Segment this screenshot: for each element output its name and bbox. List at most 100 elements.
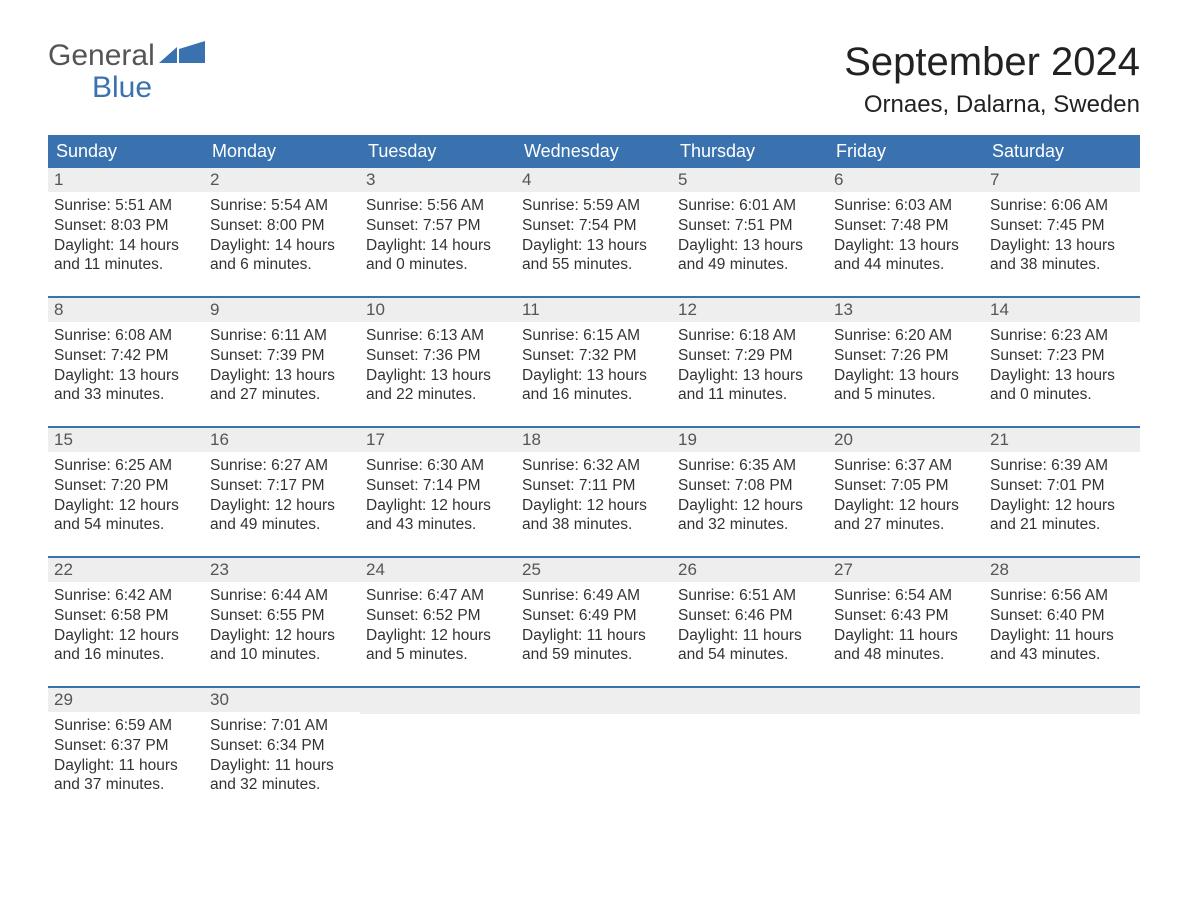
sunset-line: Sunset: 7:20 PM bbox=[54, 476, 198, 496]
daylight-line: Daylight: 12 hours and 43 minutes. bbox=[366, 496, 510, 536]
sunset-line: Sunset: 7:29 PM bbox=[678, 346, 822, 366]
calendar-day-cell: 3Sunrise: 5:56 AMSunset: 7:57 PMDaylight… bbox=[360, 168, 516, 297]
day-content: Sunrise: 5:51 AMSunset: 8:03 PMDaylight:… bbox=[48, 192, 204, 283]
calendar-day-cell: 27Sunrise: 6:54 AMSunset: 6:43 PMDayligh… bbox=[828, 557, 984, 687]
day-content: Sunrise: 6:59 AMSunset: 6:37 PMDaylight:… bbox=[48, 712, 204, 803]
calendar-day-cell bbox=[984, 687, 1140, 816]
day-number: 16 bbox=[204, 428, 360, 452]
calendar-day-cell: 20Sunrise: 6:37 AMSunset: 7:05 PMDayligh… bbox=[828, 427, 984, 557]
calendar-day-cell bbox=[516, 687, 672, 816]
calendar-week-row: 29Sunrise: 6:59 AMSunset: 6:37 PMDayligh… bbox=[48, 687, 1140, 816]
daylight-line: Daylight: 13 hours and 55 minutes. bbox=[522, 236, 666, 276]
daylight-line: Daylight: 13 hours and 22 minutes. bbox=[366, 366, 510, 406]
calendar-body: 1Sunrise: 5:51 AMSunset: 8:03 PMDaylight… bbox=[48, 168, 1140, 816]
sunrise-line: Sunrise: 6:27 AM bbox=[210, 456, 354, 476]
day-content: Sunrise: 6:11 AMSunset: 7:39 PMDaylight:… bbox=[204, 322, 360, 413]
sunrise-line: Sunrise: 6:39 AM bbox=[990, 456, 1134, 476]
sunrise-line: Sunrise: 6:51 AM bbox=[678, 586, 822, 606]
calendar-day-cell: 28Sunrise: 6:56 AMSunset: 6:40 PMDayligh… bbox=[984, 557, 1140, 687]
daylight-line: Daylight: 12 hours and 21 minutes. bbox=[990, 496, 1134, 536]
daylight-line: Daylight: 12 hours and 32 minutes. bbox=[678, 496, 822, 536]
sunset-line: Sunset: 7:17 PM bbox=[210, 476, 354, 496]
sunset-line: Sunset: 6:40 PM bbox=[990, 606, 1134, 626]
weekday-header: Saturday bbox=[984, 135, 1140, 168]
day-content: Sunrise: 5:54 AMSunset: 8:00 PMDaylight:… bbox=[204, 192, 360, 283]
day-number: 4 bbox=[516, 168, 672, 192]
calendar-day-cell: 19Sunrise: 6:35 AMSunset: 7:08 PMDayligh… bbox=[672, 427, 828, 557]
day-number: 7 bbox=[984, 168, 1140, 192]
sunrise-line: Sunrise: 6:54 AM bbox=[834, 586, 978, 606]
day-content bbox=[984, 714, 1140, 786]
sunset-line: Sunset: 7:57 PM bbox=[366, 216, 510, 236]
day-content bbox=[516, 714, 672, 786]
sunrise-line: Sunrise: 6:03 AM bbox=[834, 196, 978, 216]
day-content: Sunrise: 6:08 AMSunset: 7:42 PMDaylight:… bbox=[48, 322, 204, 413]
sunrise-line: Sunrise: 6:11 AM bbox=[210, 326, 354, 346]
sunrise-line: Sunrise: 6:25 AM bbox=[54, 456, 198, 476]
day-number bbox=[828, 688, 984, 714]
calendar-week-row: 22Sunrise: 6:42 AMSunset: 6:58 PMDayligh… bbox=[48, 557, 1140, 687]
day-content: Sunrise: 6:20 AMSunset: 7:26 PMDaylight:… bbox=[828, 322, 984, 413]
calendar-day-cell: 16Sunrise: 6:27 AMSunset: 7:17 PMDayligh… bbox=[204, 427, 360, 557]
sunrise-line: Sunrise: 5:51 AM bbox=[54, 196, 198, 216]
sunrise-line: Sunrise: 5:54 AM bbox=[210, 196, 354, 216]
daylight-line: Daylight: 12 hours and 16 minutes. bbox=[54, 626, 198, 666]
day-number: 14 bbox=[984, 298, 1140, 322]
day-number: 26 bbox=[672, 558, 828, 582]
day-number: 13 bbox=[828, 298, 984, 322]
day-content: Sunrise: 5:56 AMSunset: 7:57 PMDaylight:… bbox=[360, 192, 516, 283]
daylight-line: Daylight: 12 hours and 38 minutes. bbox=[522, 496, 666, 536]
weekday-header: Sunday bbox=[48, 135, 204, 168]
sunrise-line: Sunrise: 6:56 AM bbox=[990, 586, 1134, 606]
sunset-line: Sunset: 7:51 PM bbox=[678, 216, 822, 236]
page-title: September 2024 bbox=[844, 40, 1140, 85]
sunrise-line: Sunrise: 6:49 AM bbox=[522, 586, 666, 606]
sunset-line: Sunset: 6:34 PM bbox=[210, 736, 354, 756]
sunset-line: Sunset: 7:05 PM bbox=[834, 476, 978, 496]
sunrise-line: Sunrise: 6:47 AM bbox=[366, 586, 510, 606]
sunrise-line: Sunrise: 5:59 AM bbox=[522, 196, 666, 216]
daylight-line: Daylight: 11 hours and 54 minutes. bbox=[678, 626, 822, 666]
calendar-table: SundayMondayTuesdayWednesdayThursdayFrid… bbox=[48, 135, 1140, 816]
daylight-line: Daylight: 12 hours and 10 minutes. bbox=[210, 626, 354, 666]
calendar-day-cell bbox=[672, 687, 828, 816]
daylight-line: Daylight: 14 hours and 11 minutes. bbox=[54, 236, 198, 276]
day-number: 29 bbox=[48, 688, 204, 712]
location-text: Ornaes, Dalarna, Sweden bbox=[844, 91, 1140, 119]
sunrise-line: Sunrise: 6:44 AM bbox=[210, 586, 354, 606]
daylight-line: Daylight: 11 hours and 43 minutes. bbox=[990, 626, 1134, 666]
day-content: Sunrise: 6:39 AMSunset: 7:01 PMDaylight:… bbox=[984, 452, 1140, 543]
daylight-line: Daylight: 13 hours and 16 minutes. bbox=[522, 366, 666, 406]
daylight-line: Daylight: 13 hours and 27 minutes. bbox=[210, 366, 354, 406]
day-number: 1 bbox=[48, 168, 204, 192]
day-number: 20 bbox=[828, 428, 984, 452]
sunrise-line: Sunrise: 6:35 AM bbox=[678, 456, 822, 476]
header: General Blue September 2024 Ornaes, Dala… bbox=[48, 40, 1140, 119]
day-number: 10 bbox=[360, 298, 516, 322]
sunset-line: Sunset: 7:23 PM bbox=[990, 346, 1134, 366]
weekday-header: Monday bbox=[204, 135, 360, 168]
calendar-day-cell: 30Sunrise: 7:01 AMSunset: 6:34 PMDayligh… bbox=[204, 687, 360, 816]
calendar-day-cell: 23Sunrise: 6:44 AMSunset: 6:55 PMDayligh… bbox=[204, 557, 360, 687]
calendar-day-cell: 14Sunrise: 6:23 AMSunset: 7:23 PMDayligh… bbox=[984, 297, 1140, 427]
weekday-header: Wednesday bbox=[516, 135, 672, 168]
calendar-week-row: 1Sunrise: 5:51 AMSunset: 8:03 PMDaylight… bbox=[48, 168, 1140, 297]
day-number: 3 bbox=[360, 168, 516, 192]
day-content: Sunrise: 6:47 AMSunset: 6:52 PMDaylight:… bbox=[360, 582, 516, 673]
day-number: 8 bbox=[48, 298, 204, 322]
day-content: Sunrise: 7:01 AMSunset: 6:34 PMDaylight:… bbox=[204, 712, 360, 803]
daylight-line: Daylight: 14 hours and 6 minutes. bbox=[210, 236, 354, 276]
sunrise-line: Sunrise: 6:13 AM bbox=[366, 326, 510, 346]
sunrise-line: Sunrise: 6:01 AM bbox=[678, 196, 822, 216]
day-content: Sunrise: 6:15 AMSunset: 7:32 PMDaylight:… bbox=[516, 322, 672, 413]
day-content: Sunrise: 6:54 AMSunset: 6:43 PMDaylight:… bbox=[828, 582, 984, 673]
sunrise-line: Sunrise: 6:42 AM bbox=[54, 586, 198, 606]
day-content: Sunrise: 6:49 AMSunset: 6:49 PMDaylight:… bbox=[516, 582, 672, 673]
day-number: 12 bbox=[672, 298, 828, 322]
calendar-day-cell: 4Sunrise: 5:59 AMSunset: 7:54 PMDaylight… bbox=[516, 168, 672, 297]
calendar-day-cell: 26Sunrise: 6:51 AMSunset: 6:46 PMDayligh… bbox=[672, 557, 828, 687]
calendar-day-cell: 29Sunrise: 6:59 AMSunset: 6:37 PMDayligh… bbox=[48, 687, 204, 816]
calendar-day-cell: 10Sunrise: 6:13 AMSunset: 7:36 PMDayligh… bbox=[360, 297, 516, 427]
calendar-day-cell: 24Sunrise: 6:47 AMSunset: 6:52 PMDayligh… bbox=[360, 557, 516, 687]
calendar-day-cell: 25Sunrise: 6:49 AMSunset: 6:49 PMDayligh… bbox=[516, 557, 672, 687]
